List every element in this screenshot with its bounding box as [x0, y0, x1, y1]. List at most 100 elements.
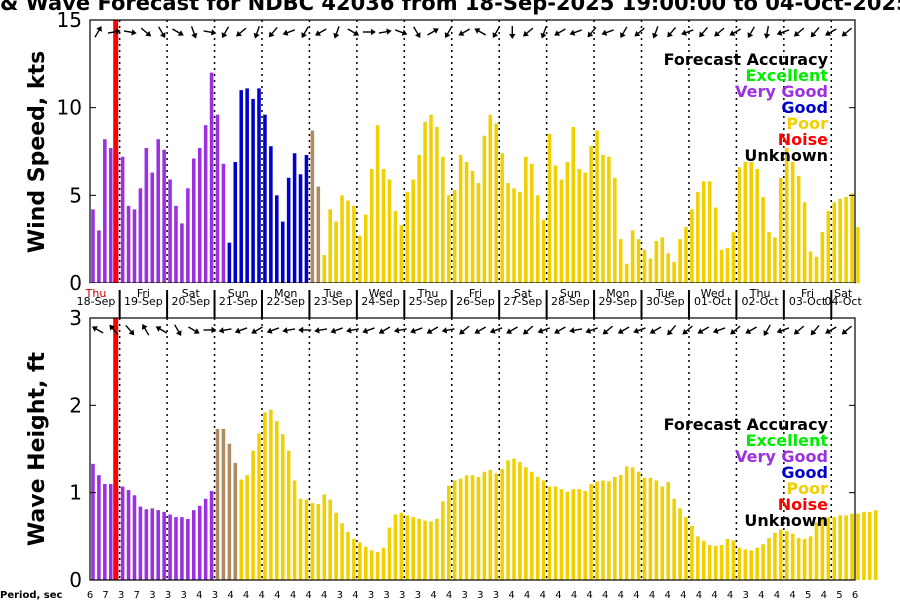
- wave-bar-7: [132, 495, 137, 580]
- wave-direction-arrows: [91, 323, 853, 337]
- day-name-1: Fri: [137, 287, 150, 300]
- wind-arrow-21: [427, 28, 439, 36]
- wind-bar-115: [773, 237, 777, 283]
- wave-bar-44: [352, 538, 356, 580]
- wind-arrow-35: [652, 26, 659, 39]
- wave-bar-33: [286, 450, 291, 580]
- wave-arrow-29: [554, 326, 566, 334]
- wind-arrow-18: [378, 28, 392, 35]
- wind-arrow-45: [810, 26, 820, 38]
- day-date-9: 27-Sep: [504, 295, 543, 308]
- wind-bar-21: [215, 114, 220, 284]
- day-date-14: 02-Oct: [741, 295, 779, 308]
- wind-bar-118: [790, 162, 795, 283]
- wave-bar-40: [328, 499, 332, 580]
- wind-arrow-32: [601, 29, 614, 36]
- day-name-14: Thu: [749, 287, 771, 300]
- wind-bar-101: [690, 209, 694, 283]
- wind-bar-75: [535, 195, 540, 283]
- day-date-3: 21-Sep: [219, 295, 258, 308]
- wind-bar-0: [91, 209, 95, 283]
- wind-bar-38: [316, 186, 321, 283]
- day-name-16: Sat: [834, 287, 853, 300]
- wind-bar-32: [280, 221, 285, 283]
- wave-bar-42: [340, 523, 344, 580]
- wave-arrow-39: [712, 327, 726, 334]
- wave-y-tick-label-3: 3: [69, 306, 82, 330]
- wave-bar-104: [707, 545, 712, 580]
- wind-arrow-36: [667, 26, 677, 38]
- wind-arrow-10: [253, 26, 261, 39]
- wind-bar-42: [340, 195, 344, 283]
- wind-bar-37: [310, 130, 315, 283]
- wind-bar-1: [97, 230, 101, 283]
- wind-bar-17: [192, 158, 196, 283]
- day-name-5: Tue: [323, 287, 343, 300]
- wave-bar-13: [168, 514, 172, 580]
- wind-arrow-28: [540, 26, 547, 39]
- wind-bar-111: [749, 162, 753, 283]
- day-date-4: 22-Sep: [266, 295, 305, 308]
- wave-axes: 0 1 2 3: [69, 306, 856, 592]
- wave-arrow-13: [298, 326, 312, 334]
- wave-y-tick-label-2: 2: [69, 393, 82, 417]
- wind-day-gridlines: [113, 20, 833, 283]
- wave-bar-55: [417, 518, 421, 580]
- day-name-6: Wed: [369, 287, 393, 300]
- wind-arrow-17: [362, 28, 376, 36]
- wave-bar-23: [227, 443, 232, 580]
- wave-bar-51: [393, 514, 398, 580]
- wave-arrow-40: [730, 325, 741, 335]
- wave-arrow-26: [506, 326, 518, 334]
- wave-bar-93: [642, 477, 647, 580]
- wind-bar-100: [684, 226, 688, 283]
- day-date-2: 20-Sep: [171, 295, 210, 308]
- wave-bar-56: [423, 520, 427, 580]
- wind-arrow-1: [107, 28, 121, 35]
- wave-bar-73: [524, 467, 528, 580]
- wave-bar-61: [452, 480, 457, 580]
- wave-arrow-44: [793, 325, 805, 335]
- wind-bar-122: [814, 256, 819, 283]
- wind-bar-9: [144, 147, 149, 283]
- wave-bar-45: [358, 542, 362, 580]
- day-name-10: Sun: [560, 287, 581, 300]
- wave-bar-67: [488, 469, 493, 580]
- day-name-11: Mon: [606, 287, 629, 300]
- wind-bar-11: [156, 139, 160, 283]
- wind-bar-94: [648, 258, 653, 283]
- wind-bar-74: [530, 163, 534, 283]
- wind-arrow-46: [825, 28, 837, 36]
- wave-arrow-47: [841, 325, 853, 335]
- wind-bar-110: [743, 162, 748, 283]
- wind-arrow-24: [474, 28, 487, 36]
- period-value-30: 4: [555, 590, 561, 600]
- wind-bar-97: [666, 253, 670, 283]
- wind-bar-71: [512, 188, 516, 283]
- wind-bar-54: [411, 179, 415, 283]
- wind-bar-73: [524, 156, 528, 283]
- wind-bar-89: [618, 239, 623, 283]
- wind-arrow-4: [158, 26, 166, 39]
- wave-bar-58: [435, 518, 439, 580]
- wave-bar-86: [601, 480, 605, 580]
- wind-arrow-12: [282, 29, 296, 36]
- wind-legend-excellent: Excellent: [746, 66, 829, 85]
- wave-arrow-41: [745, 326, 757, 334]
- wind-arrow-15: [333, 26, 340, 39]
- period-value-46: 5: [805, 590, 811, 600]
- period-value-9: 4: [227, 590, 233, 600]
- wave-bar-102: [696, 536, 700, 580]
- wind-y-tick-label-2: 10: [57, 96, 82, 120]
- wind-legend-good: Good: [781, 98, 828, 117]
- wave-bar-59: [441, 501, 445, 580]
- wave-bar-64: [470, 475, 475, 580]
- wind-bar-86: [601, 155, 605, 283]
- wave-bar-91: [630, 467, 635, 580]
- wave-arrow-20: [410, 327, 423, 334]
- day-date-11: 29-Sep: [598, 295, 637, 308]
- wind-bar-23: [227, 242, 232, 283]
- wind-bar-6: [126, 205, 131, 283]
- wave-bar-127: [844, 515, 848, 580]
